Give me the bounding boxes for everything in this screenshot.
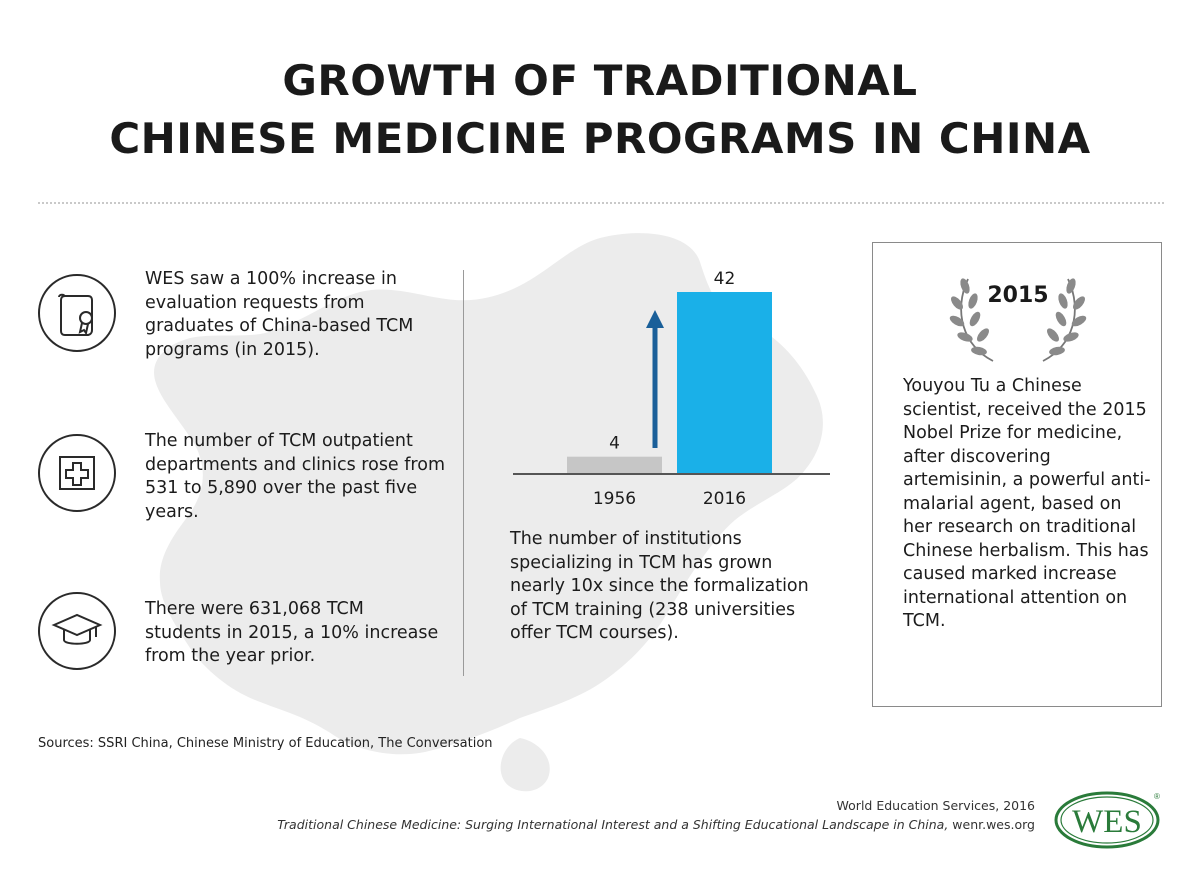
x-tick-1956: 1956	[593, 489, 636, 509]
laurel-wreath-icon	[949, 278, 1087, 362]
fact-text-students: There were 631,068 TCM students in 2015,…	[145, 599, 439, 666]
bar-1956	[567, 456, 662, 474]
wes-logo: WES ®	[1054, 791, 1160, 849]
data-label-2016: 42	[714, 269, 736, 289]
graduation-cap-icon	[38, 592, 116, 670]
wes-logo-text: WES	[1072, 804, 1142, 840]
data-label-1956: 4	[609, 434, 620, 454]
title-line-1: GROWTH OF TRADITIONAL	[282, 56, 918, 105]
award-text: Youyou Tu a Chinese scientist, received …	[903, 376, 1151, 631]
chart-caption: The number of institutions specializing …	[510, 529, 809, 643]
credit-report-title: Traditional Chinese Medicine: Surging In…	[277, 817, 949, 832]
x-tick-2016: 2016	[703, 489, 746, 509]
fact-text-evaluations: WES saw a 100% increase in evaluation re…	[145, 269, 414, 360]
wes-logo-registered: ®	[1154, 792, 1160, 801]
certificate-scroll-icon	[38, 274, 116, 352]
sources-note: Sources: SSRI China, Chinese Ministry of…	[38, 736, 493, 751]
award-year: 2015	[987, 283, 1049, 308]
title-line-2: CHINESE MEDICINE PROGRAMS IN CHINA	[109, 114, 1091, 163]
growth-arrow-head	[646, 310, 664, 328]
institutions-bar-chart: 4 1956 42 2016	[513, 269, 830, 509]
credit-organization: World Education Services, 2016	[836, 798, 1035, 813]
fact-text-clinics: The number of TCM outpatient departments…	[145, 431, 445, 522]
column-divider	[463, 270, 464, 676]
title-divider	[38, 202, 1164, 204]
medical-cross-icon	[38, 434, 116, 512]
page-title: GROWTH OF TRADITIONAL CHINESE MEDICINE P…	[0, 52, 1200, 168]
credit-report: Traditional Chinese Medicine: Surging In…	[277, 817, 1035, 832]
credit-site: wenr.wes.org	[948, 817, 1035, 832]
nobel-award-panel: 2015 Youyou Tu a Chinese scientist, rece…	[872, 242, 1162, 707]
bar-2016	[677, 292, 772, 474]
